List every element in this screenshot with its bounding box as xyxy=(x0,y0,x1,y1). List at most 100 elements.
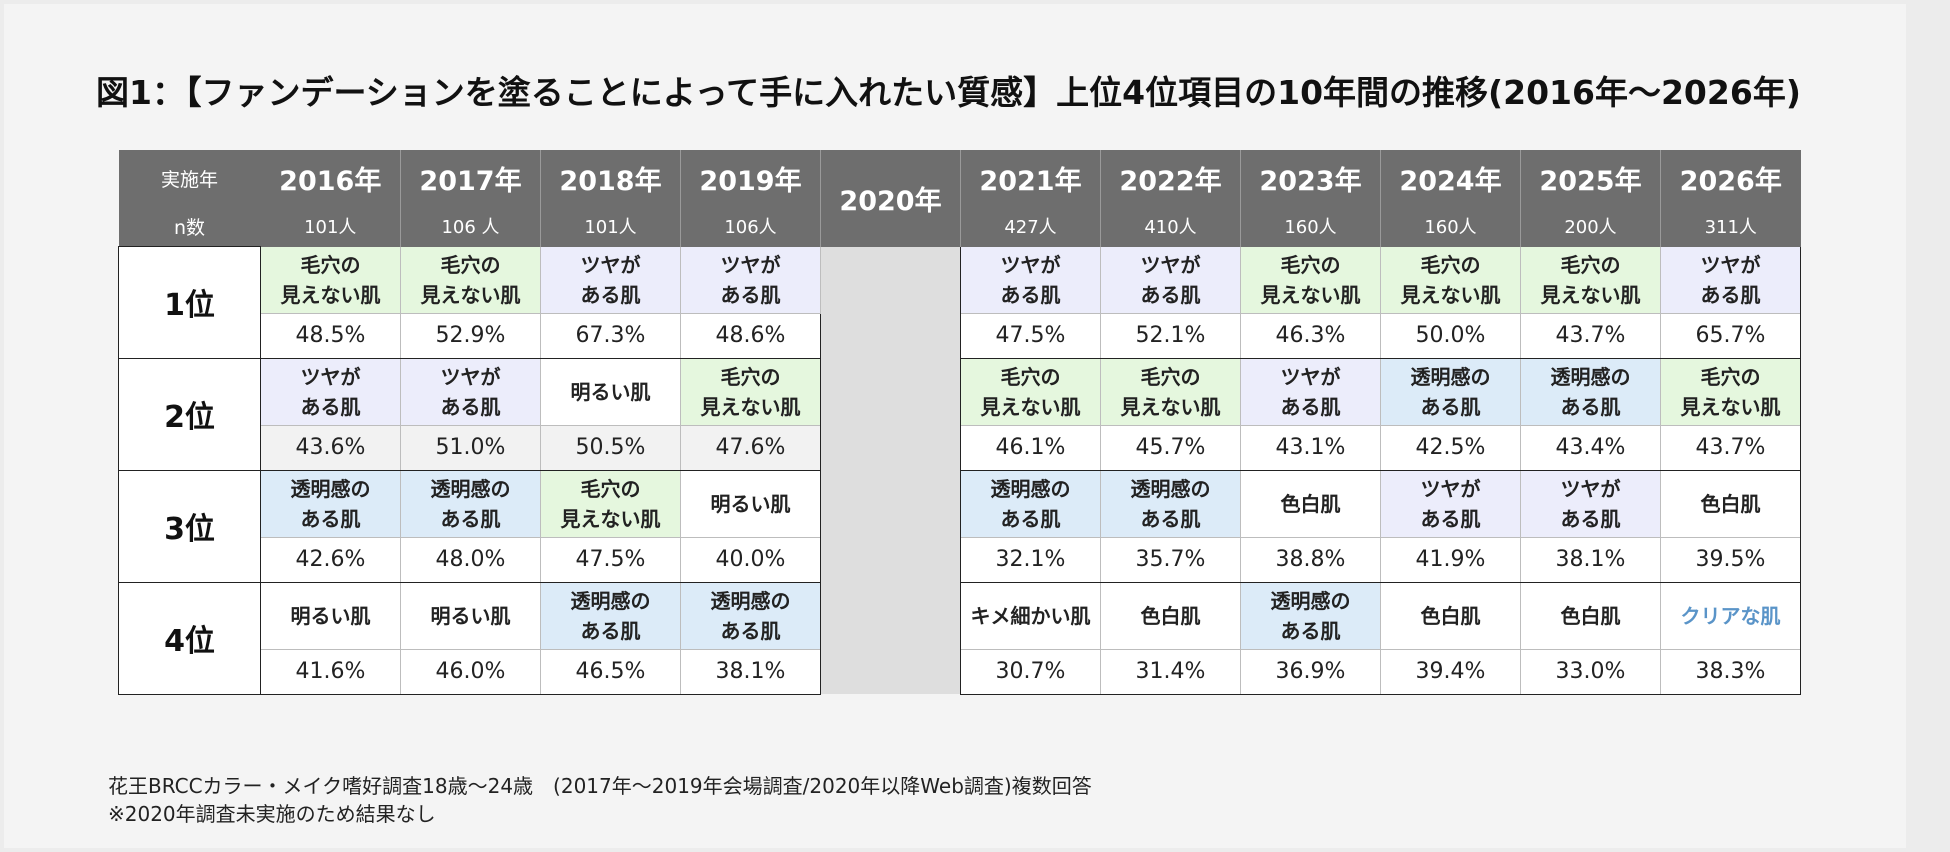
texture-item-line2: ある肌 xyxy=(300,506,361,531)
texture-item: ツヤが ある肌 xyxy=(1100,246,1241,313)
chart-title: 図1：【ファンデーションを塗ることによって手に入れたい質感】上位4位項目の10年… xyxy=(96,73,1801,112)
year-header: 2022年 xyxy=(1100,150,1241,206)
texture-item-line1: 透明感の xyxy=(1130,476,1211,501)
texture-item: 毛穴の 見えない肌 xyxy=(540,470,681,537)
texture-item: 色白肌 xyxy=(1240,470,1381,537)
texture-item-line1: 透明感の xyxy=(990,476,1071,501)
texture-item-line1: 透明感の xyxy=(1270,588,1351,613)
texture-item: 透明感の ある肌 xyxy=(260,470,401,537)
no-data-2020 xyxy=(820,246,961,694)
year-header: 2018年 xyxy=(540,150,681,206)
percentage-value: 42.6% xyxy=(260,536,401,583)
texture-item-line2: ある肌 xyxy=(580,282,641,307)
texture-item-line1: 毛穴の xyxy=(440,252,501,277)
texture-item-line1: 色白肌 xyxy=(1140,603,1201,628)
n-count: 106 人 xyxy=(400,206,541,247)
texture-item-line2: ある肌 xyxy=(720,282,781,307)
texture-item-line2: 見えない肌 xyxy=(1540,282,1641,307)
texture-item-line2: ある肌 xyxy=(1140,282,1201,307)
texture-item: 透明感の ある肌 xyxy=(400,470,541,537)
percentage-value: 43.6% xyxy=(260,424,401,471)
n-count: 427人 xyxy=(960,206,1101,247)
texture-item-line2: ある肌 xyxy=(1280,618,1341,643)
texture-item-line2: 見えない肌 xyxy=(560,506,661,531)
texture-item: 毛穴の 見えない肌 xyxy=(1100,358,1241,425)
percentage-value: 41.9% xyxy=(1380,536,1521,583)
rank-pct-row: 43.6% 51.0% 50.5% 47.6% 46.1% 45.7% 43.1% 42.5%… xyxy=(119,424,1801,471)
texture-item-line2: ある肌 xyxy=(1560,394,1621,419)
texture-item-line2: 見えない肌 xyxy=(1260,282,1361,307)
texture-item: 毛穴の 見えない肌 xyxy=(1240,246,1381,313)
n-count: 311人 xyxy=(1660,206,1801,247)
percentage-value: 33.0% xyxy=(1520,648,1661,695)
texture-item-line1: 透明感の xyxy=(290,476,371,501)
year-header: 2016年 xyxy=(260,150,401,206)
n-count: 101人 xyxy=(260,206,401,247)
percentage-value: 31.4% xyxy=(1100,648,1241,695)
texture-item-line1: クリアな肌 xyxy=(1680,603,1781,628)
texture-item-line1: 毛穴の xyxy=(1280,252,1341,277)
texture-item-line1: 透明感の xyxy=(1550,364,1631,389)
percentage-value: 42.5% xyxy=(1380,424,1521,471)
texture-item-line1: 毛穴の xyxy=(1420,252,1481,277)
texture-item-line2: 見えない肌 xyxy=(980,394,1081,419)
header-n-row: n数 101人 106 人 101人 106人 427人 410人 160人 160人 200人… xyxy=(118,206,1801,247)
texture-item: ツヤが ある肌 xyxy=(1660,246,1801,313)
percentage-value: 46.3% xyxy=(1240,312,1381,359)
year-header: 2024年 xyxy=(1380,150,1521,206)
texture-item-line1: 毛穴の xyxy=(720,364,781,389)
texture-item-line2: ある肌 xyxy=(580,618,641,643)
texture-item: ツヤが ある肌 xyxy=(1380,470,1521,537)
year-label: 実施年 xyxy=(118,150,261,206)
texture-item-line1: ツヤが xyxy=(1000,252,1061,277)
texture-item-line1: ツヤが xyxy=(1700,252,1761,277)
texture-item: 毛穴の 見えない肌 xyxy=(680,358,821,425)
texture-item-line1: 毛穴の xyxy=(580,476,641,501)
percentage-value: 39.4% xyxy=(1380,648,1521,695)
rank-label: 1位 xyxy=(118,246,261,359)
rank-item-row: 4位 明るい肌 明るい肌 透明感の ある肌 透明感の ある肌 キメ細かい肌 色白肌 透明感の ある肌… xyxy=(118,581,1801,695)
percentage-value: 38.3% xyxy=(1660,648,1801,695)
year-header: 2025年 xyxy=(1520,150,1661,206)
texture-item-line2: ある肌 xyxy=(1420,506,1481,531)
texture-item-line1: ツヤが xyxy=(300,364,361,389)
n-count: 101人 xyxy=(540,206,681,247)
texture-item-line2: ある肌 xyxy=(440,506,501,531)
percentage-value: 43.7% xyxy=(1520,312,1661,359)
year-header: 2021年 xyxy=(960,150,1101,206)
texture-item: 透明感の ある肌 xyxy=(1100,470,1241,537)
texture-item-line2: 見えない肌 xyxy=(420,282,521,307)
n-count: 106人 xyxy=(680,206,821,247)
percentage-value: 32.1% xyxy=(960,536,1101,583)
texture-item-line1: ツヤが xyxy=(1420,476,1481,501)
percentage-value: 45.7% xyxy=(1100,424,1241,471)
texture-item-line2: ある肌 xyxy=(1420,394,1481,419)
texture-item: 明るい肌 xyxy=(260,582,401,649)
percentage-value: 50.5% xyxy=(540,424,681,471)
texture-item-line1: ツヤが xyxy=(440,364,501,389)
percentage-value: 30.7% xyxy=(960,648,1101,695)
texture-item-line1: キメ細かい肌 xyxy=(970,603,1091,628)
texture-item-line1: 色白肌 xyxy=(1280,491,1341,516)
texture-item-line2: 見えない肌 xyxy=(700,394,801,419)
percentage-value: 39.5% xyxy=(1660,536,1801,583)
texture-item-line2: ある肌 xyxy=(1700,282,1761,307)
percentage-value: 46.5% xyxy=(540,648,681,695)
texture-item: 毛穴の 見えない肌 xyxy=(1660,358,1801,425)
texture-item-line1: 明るい肌 xyxy=(290,603,371,628)
n-count: 160人 xyxy=(1240,206,1381,247)
texture-item-line1: 毛穴の xyxy=(1700,364,1761,389)
texture-item: 毛穴の 見えない肌 xyxy=(960,358,1101,425)
texture-item: 毛穴の 見えない肌 xyxy=(260,246,401,313)
texture-item: 毛穴の 見えない肌 xyxy=(1380,246,1521,313)
texture-item-line1: 明るい肌 xyxy=(710,491,791,516)
texture-item: 色白肌 xyxy=(1380,582,1521,649)
texture-item-line2: 見えない肌 xyxy=(280,282,381,307)
footnote-note: ※2020年調査未実施のため結果なし xyxy=(108,802,436,826)
percentage-value: 51.0% xyxy=(400,424,541,471)
percentage-value: 67.3% xyxy=(540,312,681,359)
texture-item-line1: 色白肌 xyxy=(1700,491,1761,516)
percentage-value: 40.0% xyxy=(680,536,821,583)
percentage-value: 46.1% xyxy=(960,424,1101,471)
texture-item: 透明感の ある肌 xyxy=(540,582,681,649)
